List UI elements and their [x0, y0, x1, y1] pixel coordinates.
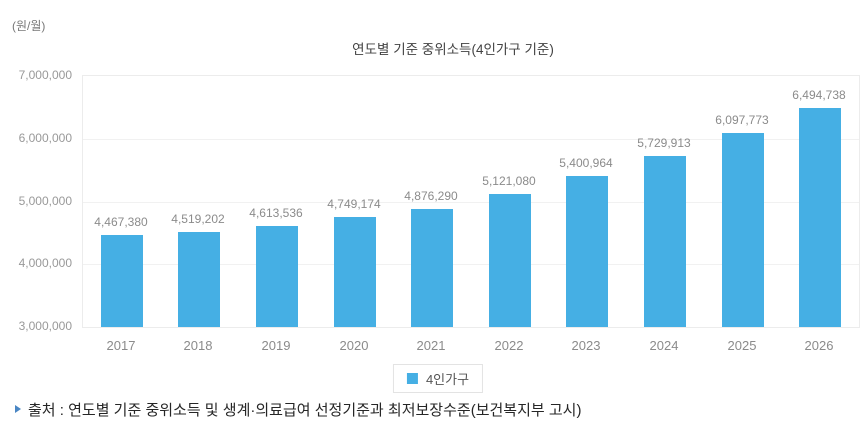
gridline [83, 264, 859, 265]
bar-value-label: 6,097,773 [715, 113, 769, 127]
x-axis-tick-label: 2024 [649, 338, 679, 353]
x-axis-tick-label: 2022 [494, 338, 524, 353]
bar-value-label: 4,519,202 [171, 212, 225, 226]
bar-value-label: 5,121,080 [482, 174, 536, 188]
bar-value-label: 5,729,913 [637, 136, 691, 150]
bar-2022 [489, 194, 531, 327]
legend-color-swatch-icon [406, 373, 418, 384]
bar-2021 [411, 209, 453, 327]
x-axis-tick-label: 2021 [416, 338, 446, 353]
x-axis-tick-label: 2023 [571, 338, 601, 353]
y-axis-tick-label: 4,000,000 [18, 256, 72, 270]
legend[interactable]: 4인가구 [392, 364, 484, 393]
source-row: 출처 : 연도별 기준 중위소득 및 생계·의료급여 선정기준과 최저보장수준(… [15, 401, 581, 421]
bar-2024 [644, 156, 686, 327]
x-axis-tick-label: 2018 [183, 338, 213, 353]
bar-2020 [334, 217, 376, 327]
y-axis-unit-label: (원/월) [12, 19, 46, 33]
bullet-triangle-icon [15, 405, 21, 413]
bar-value-label: 5,400,964 [559, 156, 613, 170]
y-axis-tick-label: 3,000,000 [18, 319, 72, 333]
y-axis-tick-label: 5,000,000 [18, 194, 72, 208]
gridline [83, 139, 859, 140]
bar-2018 [178, 232, 220, 327]
chart-title: 연도별 기준 중위소득(4인가구 기준) [352, 42, 554, 57]
bar-2023 [566, 176, 608, 327]
x-axis-tick-label: 2025 [727, 338, 757, 353]
bar-2025 [722, 133, 764, 327]
y-axis-tick-label: 6,000,000 [18, 131, 72, 145]
source-text: 출처 : 연도별 기준 중위소득 및 생계·의료급여 선정기준과 최저보장수준(… [28, 402, 582, 419]
x-axis-tick-label: 2019 [261, 338, 291, 353]
y-axis-tick-label: 7,000,000 [18, 68, 72, 82]
x-axis-tick-label: 2017 [106, 338, 136, 353]
bar-value-label: 4,467,380 [94, 215, 148, 229]
bar-value-label: 4,749,174 [327, 197, 381, 211]
legend-label: 4인가구 [425, 372, 470, 387]
bar-2019 [256, 226, 298, 327]
bar-value-label: 6,494,738 [792, 88, 846, 102]
x-axis-tick-label: 2020 [339, 338, 369, 353]
bar-2017 [101, 235, 143, 327]
bar-value-label: 4,876,290 [404, 189, 458, 203]
plot-area [82, 75, 860, 328]
gridline [83, 202, 859, 203]
x-axis-tick-label: 2026 [804, 338, 834, 353]
bar-2026 [799, 108, 841, 327]
bar-value-label: 4,613,536 [249, 206, 303, 220]
